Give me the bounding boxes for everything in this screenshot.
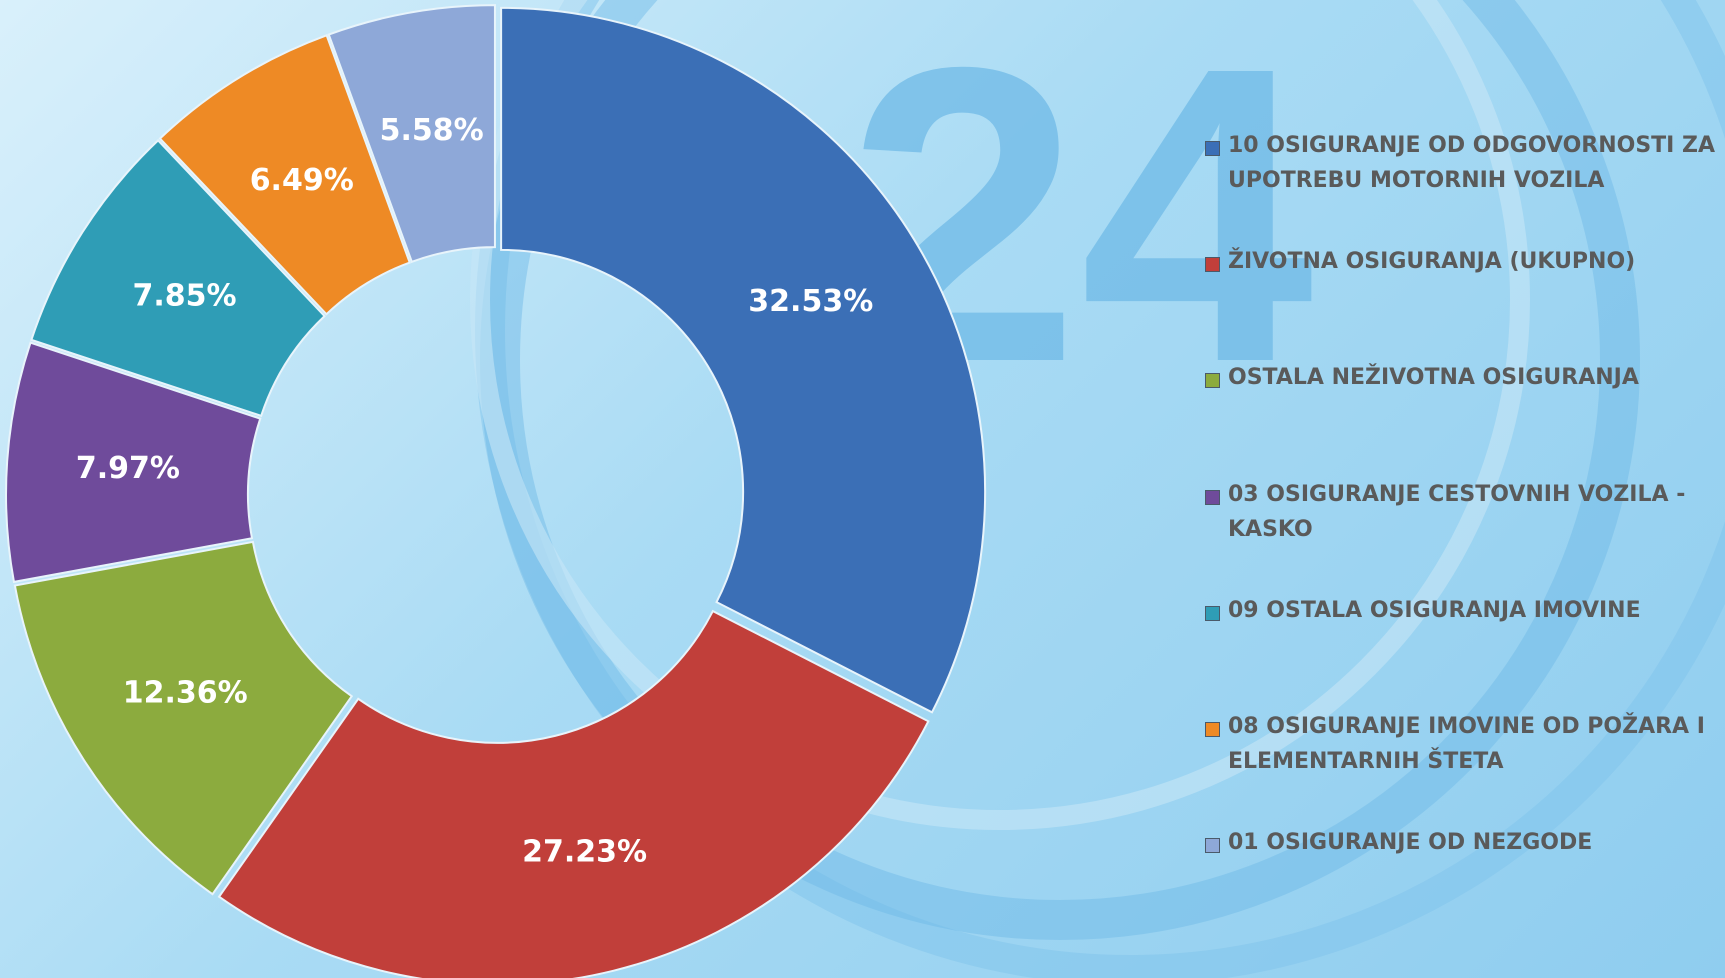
background-decoration: 24 — [470, 0, 1725, 978]
legend-label: OSTALA NEŽIVOTNA OSIGURANJA — [1228, 365, 1639, 390]
legend-label: 09 OSTALA OSIGURANJA IMOVINE — [1228, 598, 1641, 623]
legend-swatch — [1205, 257, 1220, 272]
legend-label: 10 OSIGURANJE OD ODGOVORNOSTI ZA UPOTREB… — [1228, 133, 1716, 193]
legend-item: 03 OSIGURANJE CESTOVNIH VOZILA - KASKO — [1205, 482, 1720, 547]
legend-swatch — [1205, 606, 1220, 621]
donut-slice — [500, 6, 987, 714]
data-label: 7.97% — [76, 451, 180, 486]
legend-item: 10 OSIGURANJE OD ODGOVORNOSTI ZA UPOTREB… — [1205, 133, 1720, 198]
legend-swatch — [1205, 373, 1220, 388]
data-label: 7.85% — [132, 279, 236, 314]
donut-slice — [158, 34, 412, 316]
donut-slice — [217, 609, 930, 978]
data-label: 27.23% — [522, 835, 647, 870]
legend-swatch — [1205, 141, 1220, 156]
data-label: 5.58% — [380, 113, 484, 148]
legend-label: 01 OSIGURANJE OD NEZGODE — [1228, 830, 1593, 855]
legend-item: ŽIVOTNA OSIGURANJA (UKUPNO) — [1205, 249, 1720, 279]
donut-slice — [30, 138, 326, 418]
legend-item: 01 OSIGURANJE OD NEZGODE — [1205, 830, 1720, 860]
data-label: 6.49% — [250, 163, 354, 198]
legend-swatch — [1205, 490, 1220, 505]
legend-item: 08 OSIGURANJE IMOVINE OD POŽARA I ELEMEN… — [1205, 714, 1720, 779]
legend-label: 03 OSIGURANJE CESTOVNIH VOZILA - KASKO — [1228, 482, 1686, 542]
legend-item: OSTALA NEŽIVOTNA OSIGURANJA — [1205, 365, 1720, 395]
legend-swatch — [1205, 838, 1220, 853]
legend-label: 08 OSIGURANJE IMOVINE OD POŽARA I ELEMEN… — [1228, 714, 1705, 774]
legend-swatch — [1205, 722, 1220, 737]
data-label: 32.53% — [748, 284, 873, 319]
data-label: 12.36% — [123, 676, 248, 711]
donut-slice — [5, 341, 262, 584]
donut-slice — [327, 4, 496, 264]
legend-item: 09 OSTALA OSIGURANJA IMOVINE — [1205, 598, 1720, 628]
donut-slice — [13, 540, 354, 896]
legend-label: ŽIVOTNA OSIGURANJA (UKUPNO) — [1228, 249, 1636, 274]
